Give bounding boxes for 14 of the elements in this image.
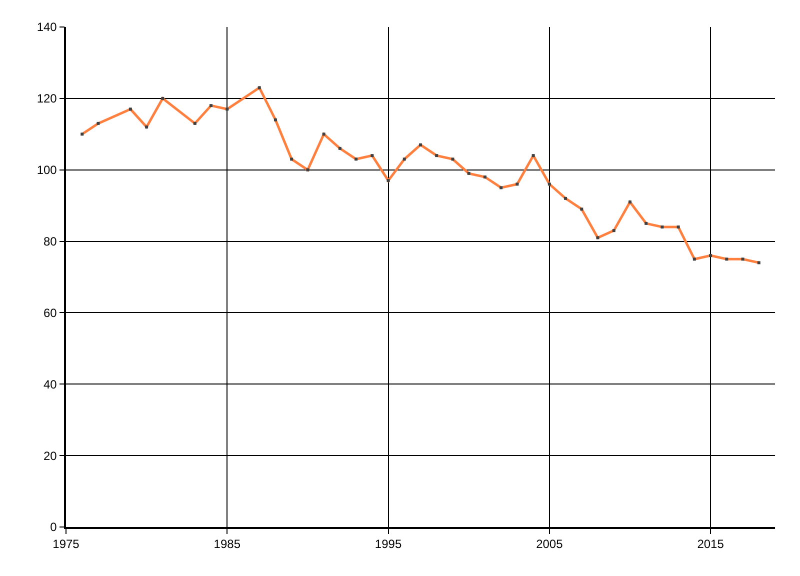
y-tick-label: 40 — [43, 377, 58, 392]
y-tick-label: 80 — [43, 234, 58, 248]
x-tick-label: 1995 — [374, 537, 402, 552]
y-tick-label: 100 — [36, 163, 58, 178]
line-series — [80, 86, 760, 264]
y-tick-label: 20 — [43, 448, 58, 463]
x-tick-label: 1975 — [52, 537, 80, 552]
x-tick-label: 2015 — [697, 537, 724, 552]
x-tick-label: 1985 — [214, 537, 241, 552]
y-tick-label: 140 — [36, 20, 58, 34]
y-tick-label: 60 — [43, 306, 58, 320]
y-tick-label: 120 — [36, 92, 58, 106]
x-tick-label: 2005 — [536, 537, 564, 552]
y-tick-label: 0 — [50, 520, 58, 534]
